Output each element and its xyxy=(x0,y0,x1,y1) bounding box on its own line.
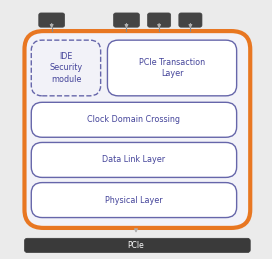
Text: Clock Domain Crossing: Clock Domain Crossing xyxy=(88,115,180,124)
FancyBboxPatch shape xyxy=(114,13,140,27)
FancyBboxPatch shape xyxy=(24,238,250,253)
Text: Data Link Layer: Data Link Layer xyxy=(102,155,166,164)
Text: Physical Layer: Physical Layer xyxy=(105,196,163,205)
Text: PCIe: PCIe xyxy=(128,241,144,250)
FancyBboxPatch shape xyxy=(31,102,237,137)
FancyBboxPatch shape xyxy=(31,40,101,96)
FancyBboxPatch shape xyxy=(24,31,250,228)
FancyBboxPatch shape xyxy=(147,13,171,27)
Text: PCIe Transaction
Layer: PCIe Transaction Layer xyxy=(139,57,205,78)
Text: IDE
Security
module: IDE Security module xyxy=(50,52,82,84)
FancyBboxPatch shape xyxy=(31,142,237,177)
FancyBboxPatch shape xyxy=(39,13,65,27)
FancyBboxPatch shape xyxy=(179,13,202,27)
FancyBboxPatch shape xyxy=(107,40,237,96)
FancyBboxPatch shape xyxy=(31,183,237,218)
